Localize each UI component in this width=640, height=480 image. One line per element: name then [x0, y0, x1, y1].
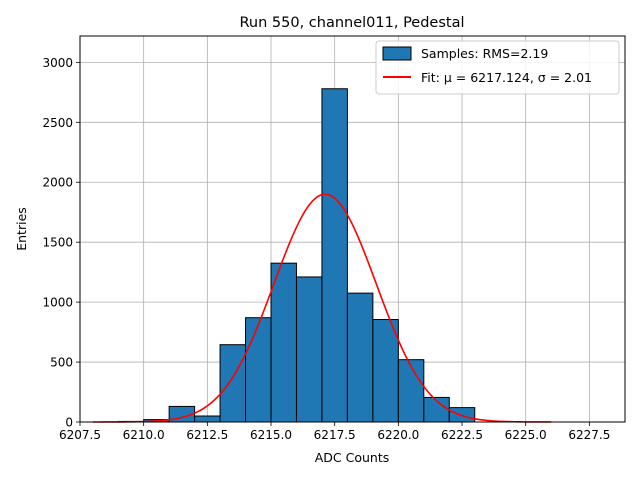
histogram-bar — [270, 262, 297, 423]
x-tick-label: 6220.0 — [377, 428, 419, 442]
y-tick-label: 2500 — [42, 116, 73, 130]
histogram-bar — [194, 415, 221, 423]
plot-area-frame — [79, 35, 626, 423]
legend: Samples: RMS=2.19 Fit: μ = 6217.124, σ =… — [375, 40, 620, 95]
x-tick-label: 6215.0 — [250, 428, 292, 442]
y-axis-ticks: 0 500 1000 1500 2000 2500 3000 — [42, 56, 80, 430]
x-axis-label: ADC Counts — [315, 450, 390, 465]
fit-curve-layer — [92, 193, 552, 423]
y-tick-label: 500 — [50, 356, 73, 370]
histogram-bar — [346, 292, 374, 423]
x-tick-label: 6222.5 — [441, 428, 483, 442]
x-axis-ticks: 6207.5 6210.0 6212.5 6215.0 6217.5 6220.0 6222… — [59, 422, 610, 442]
x-tick-label: 6227.5 — [568, 428, 610, 442]
histogram-bar — [321, 88, 348, 423]
x-tick-label: 6210.0 — [123, 428, 165, 442]
fit-curve — [92, 193, 552, 423]
x-tick-label: 6225.0 — [505, 428, 547, 442]
y-tick-label: 0 — [65, 416, 73, 430]
histogram-bar — [372, 319, 399, 423]
y-tick-label: 1500 — [42, 236, 73, 250]
legend-samples-label: Samples: RMS=2.19 — [421, 46, 548, 61]
histogram-bar — [245, 317, 272, 423]
legend-samples-swatch — [382, 46, 412, 61]
y-tick-label: 3000 — [42, 56, 73, 70]
histogram-bar — [397, 359, 425, 423]
y-tick-label: 2000 — [42, 176, 73, 190]
y-tick-label: 1000 — [42, 296, 73, 310]
x-tick-label: 6207.5 — [59, 428, 101, 442]
chart-title: Run 550, channel011, Pedestal — [239, 15, 464, 31]
histogram-bars — [117, 88, 476, 423]
legend-fit-label: Fit: μ = 6217.124, σ = 2.01 — [421, 70, 592, 85]
x-tick-label: 6212.5 — [186, 428, 228, 442]
y-axis-label: Entries — [14, 207, 29, 251]
legend-box — [375, 40, 620, 95]
x-tick-label: 6217.5 — [314, 428, 356, 442]
histogram-bar — [219, 344, 247, 423]
histogram-bar — [295, 276, 323, 423]
